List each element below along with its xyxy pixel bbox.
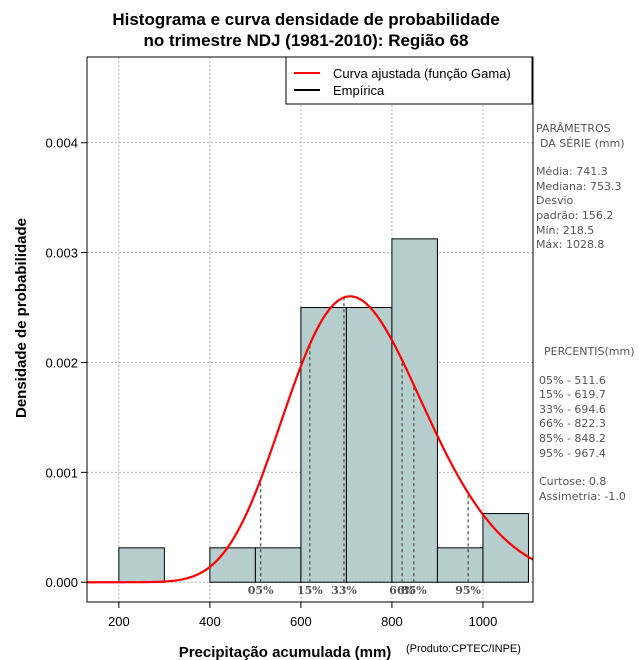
percentiles-panel: PERCENTIS(mm) 05% - 511.6 15% - 619.7 33…	[539, 345, 635, 504]
legend-label-empirical: Empírica	[333, 83, 385, 98]
percentile-label: 05%	[248, 584, 274, 597]
percentile-line: 15% - 619.7	[539, 388, 606, 402]
percentile-label: 15%	[297, 584, 323, 597]
y-tick-label: 0.000	[45, 575, 78, 590]
bars-layer	[118, 238, 529, 583]
percentis-title: PERCENTIS(mm)	[544, 345, 635, 358]
percentile-label: 33%	[331, 584, 357, 597]
param-line: Mín: 218.5	[536, 223, 595, 237]
x-tick-label: 600	[290, 614, 312, 629]
credit-text: (Produto:CPTEC/INPE)	[406, 643, 521, 655]
x-tick-label: 400	[199, 614, 221, 629]
histogram-bar	[436, 547, 484, 583]
x-tick-label: 800	[381, 614, 403, 629]
percentile-line: 66% - 822.3	[539, 417, 606, 431]
y-tick-label: 0.004	[45, 136, 78, 151]
chart-title: Histograma e curva densidade de probabil…	[112, 10, 499, 29]
histogram-bar	[254, 547, 302, 583]
percentile-label: 85%	[401, 584, 427, 597]
axis-ticks-layer: 200 400 600 800 1000 0.000 0.001 0.002 0.003 0.00…	[45, 136, 497, 629]
y-tick-label: 0.003	[45, 246, 78, 261]
percentile-line: 95% - 967.4	[539, 446, 606, 460]
params-subtitle: DA SÉRIE (mm)	[540, 136, 625, 150]
y-tick-label: 0.002	[45, 355, 78, 370]
histogram-bar	[391, 238, 438, 583]
param-line: Desvio	[536, 194, 574, 208]
y-axis-label: Densidade de probabilidade	[13, 218, 30, 418]
legend-label-curve: Curva ajustada (função Gama)	[333, 66, 511, 81]
param-line: Mediana: 753.3	[536, 179, 622, 193]
legend-box	[285, 56, 533, 105]
x-tick-label: 200	[108, 614, 130, 629]
param-line: Média: 741.3	[536, 165, 608, 179]
histogram-bar	[118, 547, 165, 583]
histogram-bar	[209, 547, 256, 583]
percentile-line: 33% - 694.6	[539, 402, 606, 416]
param-line: padrão: 156.2	[536, 208, 614, 222]
x-tick-label: 1000	[468, 614, 497, 629]
param-line: Máx: 1028.8	[536, 238, 605, 252]
x-axis-label: Precipitação acumulada (mm)	[179, 644, 392, 660]
gamma-curve	[87, 295, 534, 584]
percentile-label: 66%	[389, 584, 415, 597]
stat-line: Assimetria: -1.0	[539, 489, 626, 503]
percentile-lines-layer: 05% 15% 33% 66%85% 95%	[248, 297, 482, 597]
params-title: PARÂMETROS	[536, 122, 611, 135]
legend: Curva ajustada (função Gama) Empírica	[285, 56, 533, 105]
y-tick-label: 0.001	[45, 465, 78, 480]
percentile-line: 85% - 848.2	[539, 431, 606, 445]
percentile-label: 95%	[455, 584, 481, 597]
percentile-line: 05% - 511.6	[539, 373, 606, 387]
stat-line: Curtose: 0.8	[539, 475, 607, 489]
chart-subtitle: no trimestre NDJ (1981-2010): Região 68	[143, 31, 468, 50]
histogram-bar	[345, 307, 393, 583]
curve-layer	[87, 295, 534, 584]
series-parameters-panel: PARÂMETROS DA SÉRIE (mm) Média: 741.3 Me…	[536, 122, 625, 253]
